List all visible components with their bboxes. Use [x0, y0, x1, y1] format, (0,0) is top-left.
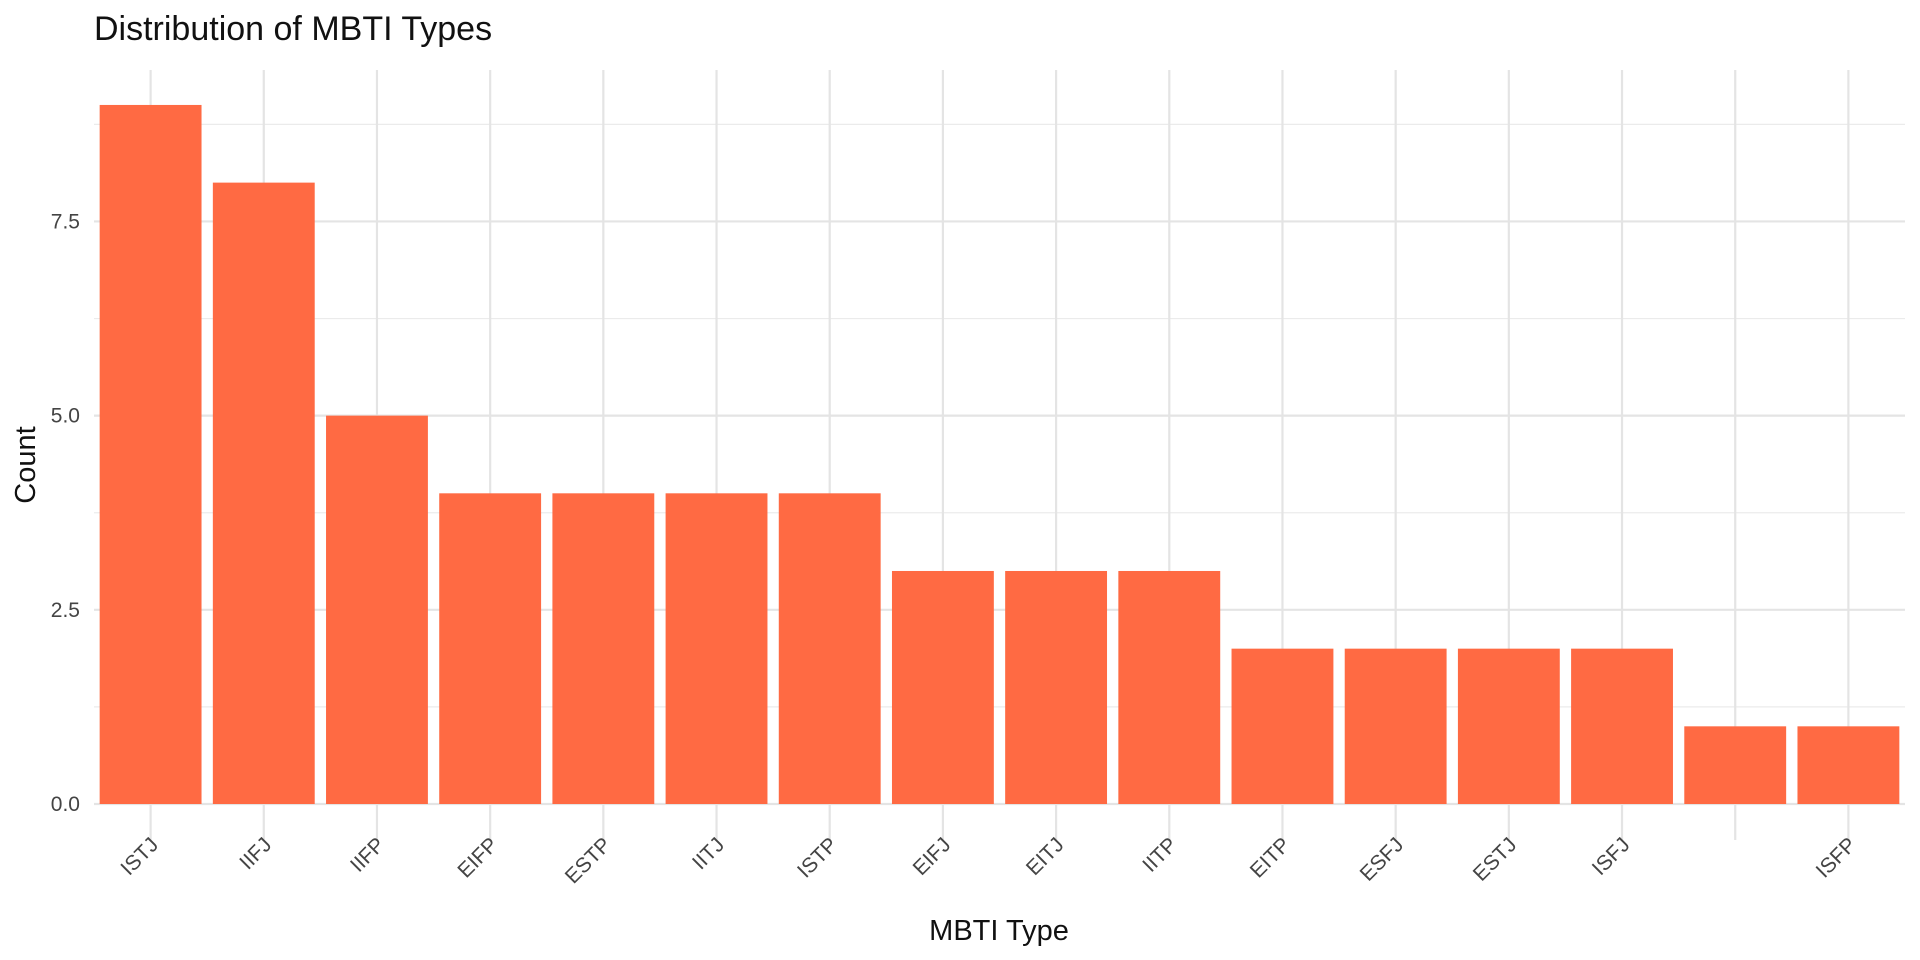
bar: [326, 415, 428, 804]
x-axis-title: MBTI Type: [929, 915, 1069, 947]
y-tick-label: 0.0: [51, 793, 80, 816]
x-tick-label: IITJ: [688, 833, 729, 874]
x-tick-label: ESTJ: [1469, 833, 1522, 886]
y-tick-label: 5.0: [51, 405, 80, 428]
x-tick-label: ESFJ: [1356, 833, 1409, 886]
y-tick-label: 7.5: [51, 210, 80, 233]
x-tick-label: IITP: [1138, 833, 1181, 876]
bar: [212, 182, 315, 805]
x-tick-label: ESTP: [561, 833, 616, 888]
bar: [1571, 648, 1673, 804]
x-tick-label: ISTJ: [116, 833, 163, 880]
x-tick-label: ISTP: [793, 833, 842, 882]
chart-title: Distribution of MBTI Types: [94, 10, 492, 48]
bar: [778, 493, 881, 804]
bar: [439, 493, 542, 804]
x-tick-label: ISFP: [1812, 833, 1861, 882]
bar: [1684, 726, 1787, 804]
bar: [1457, 648, 1560, 804]
x-tick-label: EIFP: [453, 833, 502, 882]
bar: [1797, 726, 1900, 804]
bar: [99, 104, 202, 804]
x-tick-label: ISFJ: [1588, 833, 1635, 880]
bar: [1231, 648, 1334, 804]
bar-layer: [99, 104, 1900, 805]
y-tick-label: 2.5: [51, 599, 80, 622]
x-tick-label: EITP: [1246, 833, 1295, 882]
bar: [1118, 570, 1221, 804]
bar: [552, 493, 655, 804]
x-tick-label: EITJ: [1022, 833, 1069, 880]
bar: [891, 570, 994, 804]
y-axis-tick-labels: 0.0 2.5 5.0 7.5: [51, 210, 80, 816]
y-axis-title: Count: [10, 426, 42, 503]
x-axis-tick-labels: ISTJ IIFJ IIFP EIFP ESTP IITJ ISTP EIFJ EITJ IITP…: [116, 833, 1861, 888]
x-tick-label: IIFJ: [235, 833, 276, 874]
bar: [665, 493, 768, 804]
x-tick-label: IIFP: [346, 833, 389, 876]
bar: [1344, 648, 1447, 804]
x-tick-label: EIFJ: [909, 833, 956, 880]
bar: [1005, 570, 1108, 804]
